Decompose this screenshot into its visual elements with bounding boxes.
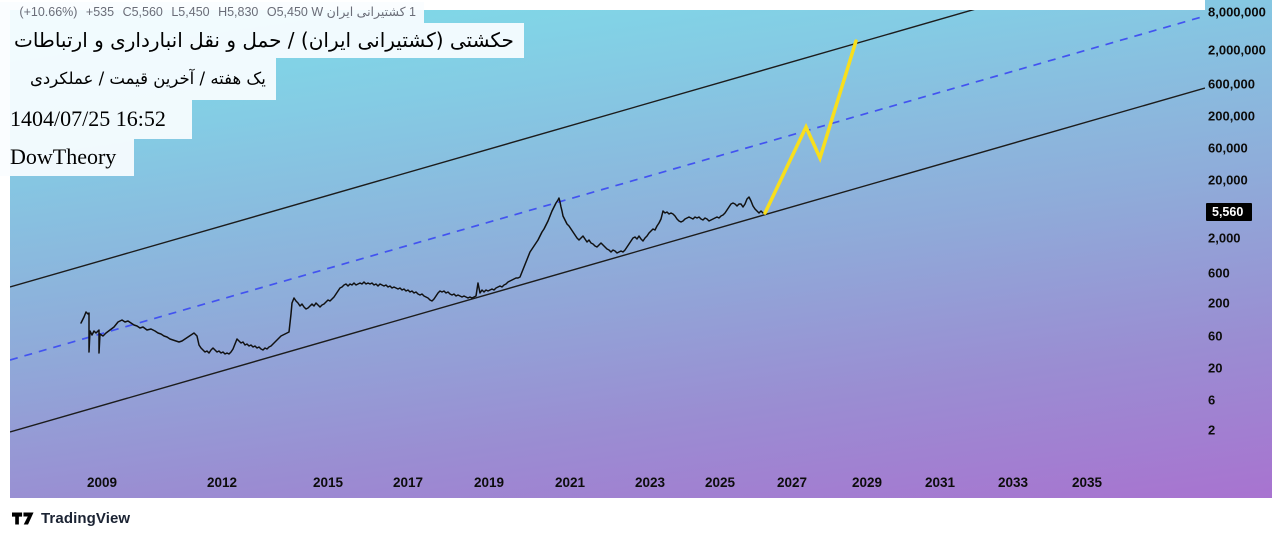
x-axis-tick: 2031 [924,475,956,490]
interval-number: 1 [409,5,416,19]
y-axis-tick: 60,000 [1208,140,1248,156]
x-axis-tick: 2021 [554,475,586,490]
x-axis-tick: 2019 [473,475,505,490]
plot-top-margin [10,0,1205,10]
y-axis-tick: 20 [1208,360,1223,376]
x-axis-tick: 2015 [312,475,344,490]
symbol-title[interactable]: حکشتی (کشتیرانی ایران) / حمل و نقل انبار… [0,23,524,58]
tradingview-label: TradingView [41,509,131,527]
watermark-annotation: DowTheory [0,139,135,176]
price-change: +535 [85,5,115,19]
chart-canvas[interactable] [10,10,1205,498]
y-axis-tick: 200 [1208,295,1230,311]
y-axis-tick: 8,000,000 [1208,4,1266,20]
ohlc-close: C5,560 [122,5,163,19]
last-price-badge: 5,560 [1206,203,1252,221]
x-axis-tick: 2033 [997,475,1029,490]
price-change-percent: (+10.66%) [19,5,78,19]
y-axis-tick: 2,000,000 [1208,42,1266,58]
projection-line[interactable] [763,39,858,215]
ohlc-high: H5,830 [218,5,259,19]
y-axis-tick: 60 [1208,328,1223,344]
time-axis[interactable]: 2009 2012 2015 2017 2019 2021 2023 2025 2027 2029… [10,472,1205,496]
interval-unit: W [311,5,324,19]
x-axis-tick: 2035 [1071,475,1103,490]
chart-subtitle: یک هفته / آخرین قیمت / عملکردی [0,58,276,100]
x-axis-tick: 2012 [206,475,238,490]
tradingview-logo[interactable]: TradingView [12,507,130,529]
y-axis-tick: 600 [1208,265,1230,281]
channel-line-middle[interactable] [10,15,1205,361]
price-axis[interactable]: 5,560 8,000,000 2,000,000 600,000 200,000 60… [1205,0,1272,498]
x-axis-tick: 2029 [851,475,883,490]
symbol-name: کشتیرانی ایران [326,5,406,19]
y-axis-tick: 2,000 [1208,230,1241,246]
y-axis-tick: 600,000 [1208,76,1255,92]
x-axis-tick: 2027 [776,475,808,490]
datetime-annotation: 1404/07/25 16:52 [0,100,192,139]
channel-line-upper[interactable] [10,10,1205,288]
ohlc-open: O5,450 [266,5,308,19]
legend-status-row[interactable]: 1 کشتیرانی ایران W O5,450 H5,830 L5,450 … [0,2,424,23]
y-axis-tick: 200,000 [1208,108,1255,124]
price-line [80,196,766,355]
y-axis-tick: 2 [1208,422,1216,438]
ohlc-low: L5,450 [171,5,210,19]
y-axis-tick: 20,000 [1208,172,1248,188]
x-axis-tick: 2009 [86,475,118,490]
channel-line-lower[interactable] [10,87,1205,433]
x-axis-tick: 2017 [392,475,424,490]
tradingview-icon [12,512,34,524]
x-axis-tick: 2025 [704,475,736,490]
x-axis-tick: 2023 [634,475,666,490]
y-axis-tick: 6 [1208,392,1216,408]
